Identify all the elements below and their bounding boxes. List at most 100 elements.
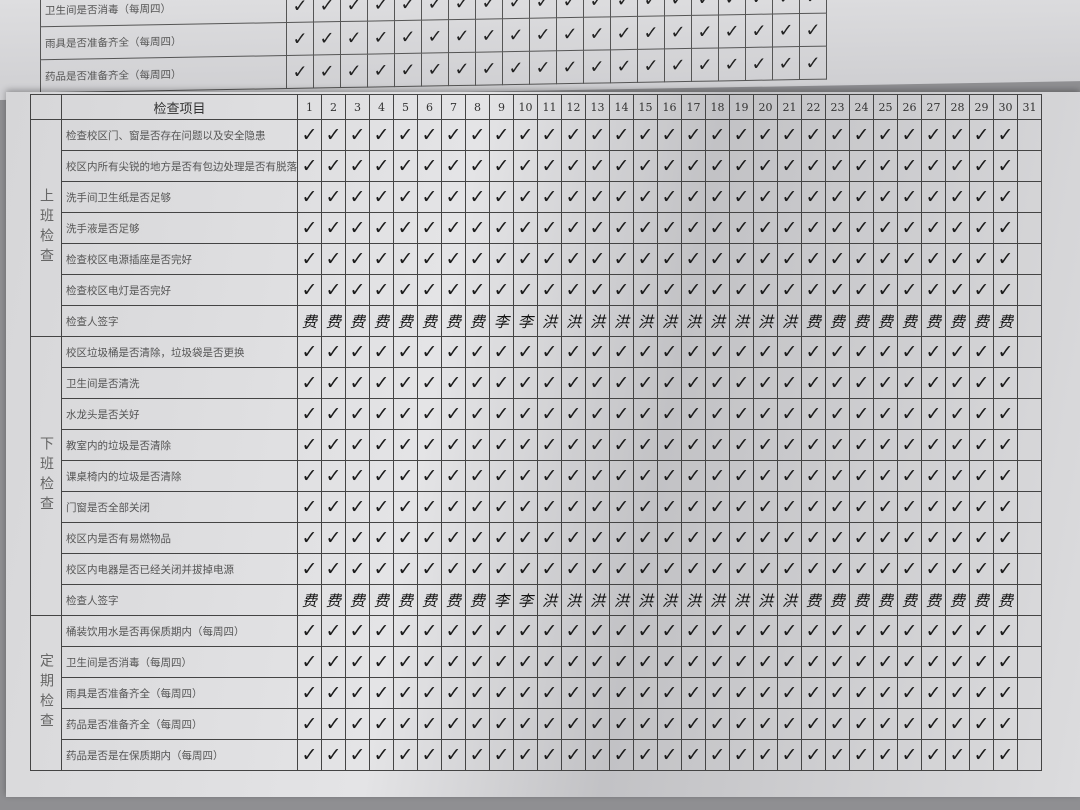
check-cell: ✓ <box>729 615 754 647</box>
check-cell: ✓ <box>873 677 898 709</box>
check-cell: ✓ <box>705 460 730 492</box>
check-cell: ✓ <box>753 739 778 771</box>
check-cell: ✓ <box>825 274 850 306</box>
check-cell: ✓ <box>681 460 706 492</box>
check-cell: ✓ <box>969 739 994 771</box>
day-header: 27 <box>921 94 946 120</box>
check-cell: ✓ <box>321 429 346 461</box>
check-mark: ✓ <box>448 19 476 53</box>
check-mark: ✓ <box>448 0 476 20</box>
check-cell: ✓ <box>825 491 850 523</box>
check-cell: ✓ <box>969 615 994 647</box>
check-cell: ✓ <box>729 522 754 554</box>
row-label: 卫生间是否清洗 <box>61 367 298 399</box>
check-cell: ✓ <box>489 708 514 740</box>
check-cell: ✓ <box>681 274 706 306</box>
check-cell: ✓ <box>993 553 1018 585</box>
under-row-label: 药品是否准备齐全（每周四） <box>40 55 287 93</box>
check-cell: ✓ <box>369 677 394 709</box>
check-cell: ✓ <box>297 491 322 523</box>
check-cell: ✓ <box>609 615 634 647</box>
check-cell: ✓ <box>369 119 394 151</box>
check-cell: ✓ <box>393 677 418 709</box>
check-cell: ✓ <box>489 522 514 554</box>
check-cell: ✓ <box>657 119 682 151</box>
check-cell: ✓ <box>417 522 442 554</box>
check-cell: ✓ <box>321 243 346 275</box>
check-cell: ✓ <box>321 460 346 492</box>
check-cell: ✓ <box>921 429 946 461</box>
check-cell: ✓ <box>321 615 346 647</box>
check-cell: ✓ <box>825 522 850 554</box>
table-row: 检查人签字费费费费费费费费李李洪洪洪洪洪洪洪洪洪洪洪费费费费费费费费费 <box>31 584 1042 616</box>
check-mark: ✓ <box>502 51 530 85</box>
check-cell: ✓ <box>561 708 586 740</box>
signature-cell: 洪 <box>633 305 658 337</box>
check-cell: ✓ <box>945 708 970 740</box>
check-cell: ✓ <box>681 150 706 182</box>
check-cell: ✓ <box>345 708 370 740</box>
check-mark: ✓ <box>610 49 638 83</box>
check-cell <box>1017 243 1042 275</box>
check-cell: ✓ <box>777 274 802 306</box>
check-cell: ✓ <box>561 460 586 492</box>
check-cell: ✓ <box>921 739 946 771</box>
check-cell: ✓ <box>849 646 874 678</box>
check-cell: ✓ <box>537 739 562 771</box>
under-row-label: 雨具是否准备齐全（每周四） <box>40 22 287 60</box>
check-mark: ✓ <box>583 0 611 18</box>
signature-cell: 费 <box>849 305 874 337</box>
check-cell: ✓ <box>993 739 1018 771</box>
check-cell <box>1017 274 1042 306</box>
check-cell: ✓ <box>657 398 682 430</box>
check-cell <box>1017 150 1042 182</box>
table-row: 校区内是否有易燃物品 ✓ ✓ ✓ ✓ ✓ ✓ ✓ ✓ ✓ ✓ ✓ ✓ ✓ ✓ ✓ ✓ ✓ ✓ ✓ ✓ ✓ ✓ ✓ ✓ ✓ ✓ ✓ ✓ ✓ ✓ <box>31 522 1042 554</box>
check-cell: ✓ <box>609 708 634 740</box>
check-cell: ✓ <box>393 150 418 182</box>
check-cell: ✓ <box>561 615 586 647</box>
check-cell: ✓ <box>801 181 826 213</box>
check-cell: ✓ <box>945 460 970 492</box>
check-cell: ✓ <box>993 646 1018 678</box>
check-cell: ✓ <box>897 615 922 647</box>
check-cell: ✓ <box>657 739 682 771</box>
check-cell: ✓ <box>945 615 970 647</box>
day-header: 23 <box>825 94 850 120</box>
check-cell: ✓ <box>921 615 946 647</box>
row-label: 药品是否是在保质期内（每周四） <box>61 739 298 771</box>
check-cell: ✓ <box>657 491 682 523</box>
check-cell: ✓ <box>297 336 322 368</box>
check-cell: ✓ <box>777 646 802 678</box>
check-cell: ✓ <box>369 615 394 647</box>
check-mark: ✓ <box>421 19 449 54</box>
check-cell: ✓ <box>729 181 754 213</box>
check-cell: ✓ <box>369 708 394 740</box>
day-header: 5 <box>393 94 418 120</box>
check-cell: ✓ <box>585 708 610 740</box>
check-cell: ✓ <box>849 491 874 523</box>
check-cell: ✓ <box>297 150 322 182</box>
check-cell: ✓ <box>753 119 778 151</box>
signature-cell: 费 <box>465 584 490 616</box>
check-cell: ✓ <box>921 677 946 709</box>
check-cell: ✓ <box>393 553 418 585</box>
check-cell: ✓ <box>489 491 514 523</box>
check-cell: ✓ <box>297 677 322 709</box>
check-cell: ✓ <box>513 708 538 740</box>
inspection-table: 检查项目 1 2 3 4 5 6 7 8 9 10 11 12 13 14 15 16 17 18 19 20 21 22 2… <box>30 94 1042 771</box>
check-cell: ✓ <box>537 677 562 709</box>
check-cell: ✓ <box>369 336 394 368</box>
signature-cell: 费 <box>297 305 322 337</box>
day-header: 3 <box>345 94 370 120</box>
check-cell: ✓ <box>969 398 994 430</box>
check-cell: ✓ <box>945 522 970 554</box>
signature-cell: 费 <box>873 305 898 337</box>
check-cell: ✓ <box>585 491 610 523</box>
check-mark: ✓ <box>286 55 314 89</box>
check-mark: ✓ <box>745 0 773 15</box>
check-cell: ✓ <box>849 274 874 306</box>
check-cell: ✓ <box>849 615 874 647</box>
signature-cell: 费 <box>417 305 442 337</box>
check-cell: ✓ <box>849 336 874 368</box>
check-cell: ✓ <box>705 708 730 740</box>
